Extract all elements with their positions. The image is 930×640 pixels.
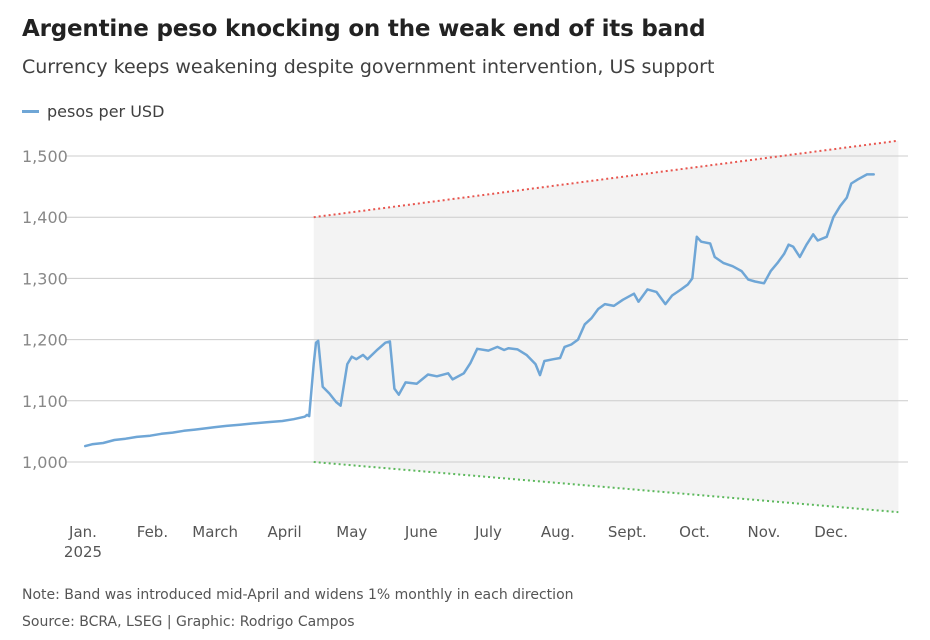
chart-title: Argentine peso knocking on the weak end … [22,16,706,42]
grid-layer [66,139,908,514]
legend: pesos per USD [22,102,164,121]
x-tick-label: Dec. [814,523,848,541]
upper-band-line [313,139,899,219]
chart-note: Note: Band was introduced mid-April and … [22,587,574,603]
y-tick-label: 1,000 [22,453,68,472]
series-layer [83,173,875,448]
x-tick-label: Feb. [137,523,168,541]
y-tick-label: 1,100 [22,392,68,411]
x-tick-label: Jan. [68,523,97,541]
legend-label: pesos per USD [47,102,165,121]
y-axis-ticks: 1,000 1,100 1,200 1,300 1,400 1,500 [22,147,68,472]
y-tick-label: 1,200 [22,331,68,350]
legend-swatch [22,110,39,113]
y-tick-label: 1,400 [22,208,68,227]
x-tick-label: Oct. [679,523,710,541]
x-axis-ticks: Jan. 2025 Feb. March April May June July Aug. Sep… [64,523,848,561]
y-tick-label: 1,300 [22,269,68,288]
series-line-pesos-per-usd [83,173,875,448]
chart-source: Source: BCRA, LSEG | Graphic: Rodrigo Ca… [22,614,355,630]
x-tick-label: July [474,523,502,541]
chart-subtitle: Currency keeps weakening despite governm… [22,56,715,78]
line-chart: 1,000 1,100 1,200 1,300 1,400 1,500 Jan. 2025 F… [22,139,908,561]
x-tick-label: May [336,523,367,541]
band-area [313,140,899,513]
x-tick-label: Sept. [608,523,647,541]
x-tick-label: June [404,523,438,541]
band-layer [313,140,899,513]
x-tick-label: Aug. [541,523,575,541]
x-tick-year-label: 2025 [64,543,102,561]
y-tick-label: 1,500 [22,147,68,166]
x-tick-label: Nov. [748,523,781,541]
x-tick-label: March [192,523,238,541]
x-tick-label: April [267,523,301,541]
